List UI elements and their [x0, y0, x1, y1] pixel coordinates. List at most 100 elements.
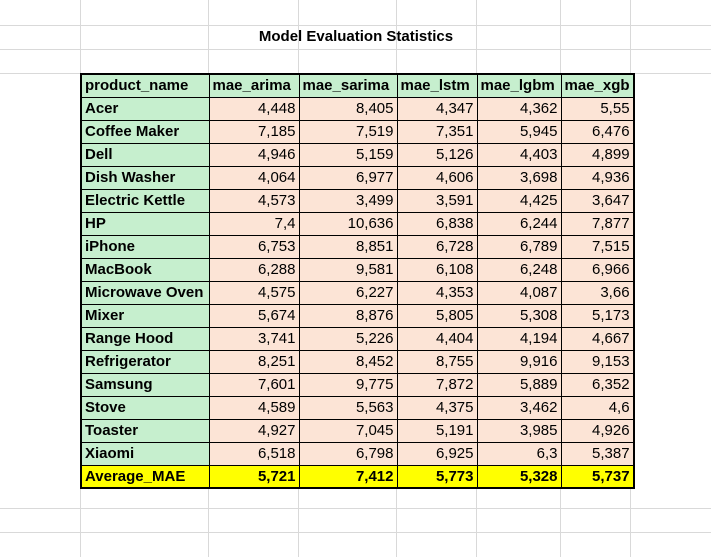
cell-product-name[interactable]: Stove: [80, 395, 210, 420]
cell-product-name[interactable]: Dell: [80, 142, 210, 167]
cell-mae-arima[interactable]: 7,185: [208, 119, 300, 144]
cell-product-name[interactable]: Mixer: [80, 303, 210, 328]
cell-mae-arima[interactable]: 4,064: [208, 165, 300, 190]
cell-product-name[interactable]: Coffee Maker: [80, 119, 210, 144]
cell-mae-lgbm[interactable]: 6,244: [476, 211, 562, 236]
cell-mae-lgbm[interactable]: 4,194: [476, 326, 562, 351]
cell-mae-lgbm[interactable]: 6,789: [476, 234, 562, 259]
cell-mae-xgb[interactable]: 6,352: [560, 372, 635, 397]
cell-mae-xgb[interactable]: 7,515: [560, 234, 635, 259]
average-mae-lstm[interactable]: 5,773: [396, 464, 478, 489]
cell-mae-xgb[interactable]: 7,877: [560, 211, 635, 236]
cell-mae-lstm[interactable]: 4,404: [396, 326, 478, 351]
cell-mae-sarima[interactable]: 3,499: [298, 188, 398, 213]
average-mae-arima[interactable]: 5,721: [208, 464, 300, 489]
cell-product-name[interactable]: Toaster: [80, 418, 210, 443]
average-mae-lgbm[interactable]: 5,328: [476, 464, 562, 489]
cell-mae-xgb[interactable]: 3,647: [560, 188, 635, 213]
cell-mae-lstm[interactable]: 4,375: [396, 395, 478, 420]
cell-mae-xgb[interactable]: 4,936: [560, 165, 635, 190]
header-product-name[interactable]: product_name: [80, 73, 210, 98]
cell-mae-lgbm[interactable]: 5,945: [476, 119, 562, 144]
cell-mae-lgbm[interactable]: 4,403: [476, 142, 562, 167]
cell-mae-xgb[interactable]: 4,6: [560, 395, 635, 420]
cell-product-name[interactable]: Dish Washer: [80, 165, 210, 190]
header-mae-arima[interactable]: mae_arima: [208, 73, 300, 98]
cell-mae-sarima[interactable]: 5,563: [298, 395, 398, 420]
cell-mae-lgbm[interactable]: 3,698: [476, 165, 562, 190]
cell-product-name[interactable]: Range Hood: [80, 326, 210, 351]
cell-mae-sarima[interactable]: 7,045: [298, 418, 398, 443]
cell-product-name[interactable]: HP: [80, 211, 210, 236]
cell-mae-sarima[interactable]: 9,581: [298, 257, 398, 282]
cell-mae-sarima[interactable]: 10,636: [298, 211, 398, 236]
cell-mae-sarima[interactable]: 6,798: [298, 441, 398, 466]
cell-product-name[interactable]: Xiaomi: [80, 441, 210, 466]
cell-mae-lgbm[interactable]: 3,985: [476, 418, 562, 443]
cell-mae-xgb[interactable]: 6,966: [560, 257, 635, 282]
cell-mae-lgbm[interactable]: 4,362: [476, 96, 562, 121]
cell-product-name[interactable]: MacBook: [80, 257, 210, 282]
cell-mae-lstm[interactable]: 4,347: [396, 96, 478, 121]
cell-mae-arima[interactable]: 7,601: [208, 372, 300, 397]
cell-mae-lstm[interactable]: 5,191: [396, 418, 478, 443]
cell-mae-xgb[interactable]: 4,667: [560, 326, 635, 351]
cell-product-name[interactable]: iPhone: [80, 234, 210, 259]
header-mae-lstm[interactable]: mae_lstm: [396, 73, 478, 98]
cell-mae-lgbm[interactable]: 4,425: [476, 188, 562, 213]
cell-mae-sarima[interactable]: 7,519: [298, 119, 398, 144]
cell-mae-lgbm[interactable]: 6,248: [476, 257, 562, 282]
cell-product-name[interactable]: Electric Kettle: [80, 188, 210, 213]
cell-mae-arima[interactable]: 4,946: [208, 142, 300, 167]
cell-mae-lstm[interactable]: 6,108: [396, 257, 478, 282]
cell-mae-lgbm[interactable]: 3,462: [476, 395, 562, 420]
cell-mae-sarima[interactable]: 8,452: [298, 349, 398, 374]
cell-mae-lstm[interactable]: 4,353: [396, 280, 478, 305]
cell-mae-xgb[interactable]: 5,387: [560, 441, 635, 466]
cell-mae-sarima[interactable]: 6,227: [298, 280, 398, 305]
cell-mae-sarima[interactable]: 5,226: [298, 326, 398, 351]
cell-mae-arima[interactable]: 4,927: [208, 418, 300, 443]
cell-mae-lstm[interactable]: 6,728: [396, 234, 478, 259]
average-mae-sarima[interactable]: 7,412: [298, 464, 398, 489]
cell-product-name[interactable]: Microwave Oven: [80, 280, 210, 305]
cell-mae-arima[interactable]: 4,448: [208, 96, 300, 121]
cell-mae-xgb[interactable]: 9,153: [560, 349, 635, 374]
cell-mae-sarima[interactable]: 8,876: [298, 303, 398, 328]
cell-mae-arima[interactable]: 6,518: [208, 441, 300, 466]
cell-mae-lstm[interactable]: 4,606: [396, 165, 478, 190]
cell-product-name[interactable]: Samsung: [80, 372, 210, 397]
cell-mae-lgbm[interactable]: 5,889: [476, 372, 562, 397]
cell-mae-lstm[interactable]: 8,755: [396, 349, 478, 374]
cell-mae-arima[interactable]: 5,674: [208, 303, 300, 328]
cell-mae-sarima[interactable]: 5,159: [298, 142, 398, 167]
cell-mae-sarima[interactable]: 8,851: [298, 234, 398, 259]
cell-mae-xgb[interactable]: 6,476: [560, 119, 635, 144]
cell-mae-lgbm[interactable]: 4,087: [476, 280, 562, 305]
cell-product-name[interactable]: Refrigerator: [80, 349, 210, 374]
cell-mae-arima[interactable]: 7,4: [208, 211, 300, 236]
cell-mae-lstm[interactable]: 6,925: [396, 441, 478, 466]
cell-mae-arima[interactable]: 4,573: [208, 188, 300, 213]
average-mae-xgb[interactable]: 5,737: [560, 464, 635, 489]
cell-mae-arima[interactable]: 4,575: [208, 280, 300, 305]
cell-mae-xgb[interactable]: 3,66: [560, 280, 635, 305]
cell-mae-lstm[interactable]: 7,351: [396, 119, 478, 144]
cell-mae-arima[interactable]: 6,753: [208, 234, 300, 259]
cell-mae-lstm[interactable]: 6,838: [396, 211, 478, 236]
cell-mae-lgbm[interactable]: 9,916: [476, 349, 562, 374]
cell-mae-arima[interactable]: 6,288: [208, 257, 300, 282]
cell-mae-sarima[interactable]: 6,977: [298, 165, 398, 190]
header-mae-lgbm[interactable]: mae_lgbm: [476, 73, 562, 98]
average-label[interactable]: Average_MAE: [80, 464, 210, 489]
cell-mae-xgb[interactable]: 5,173: [560, 303, 635, 328]
cell-mae-xgb[interactable]: 4,899: [560, 142, 635, 167]
cell-mae-lgbm[interactable]: 6,3: [476, 441, 562, 466]
cell-mae-arima[interactable]: 8,251: [208, 349, 300, 374]
cell-mae-lstm[interactable]: 5,805: [396, 303, 478, 328]
cell-mae-arima[interactable]: 3,741: [208, 326, 300, 351]
cell-mae-sarima[interactable]: 8,405: [298, 96, 398, 121]
header-mae-xgb[interactable]: mae_xgb: [560, 73, 635, 98]
cell-mae-xgb[interactable]: 4,926: [560, 418, 635, 443]
cell-mae-sarima[interactable]: 9,775: [298, 372, 398, 397]
